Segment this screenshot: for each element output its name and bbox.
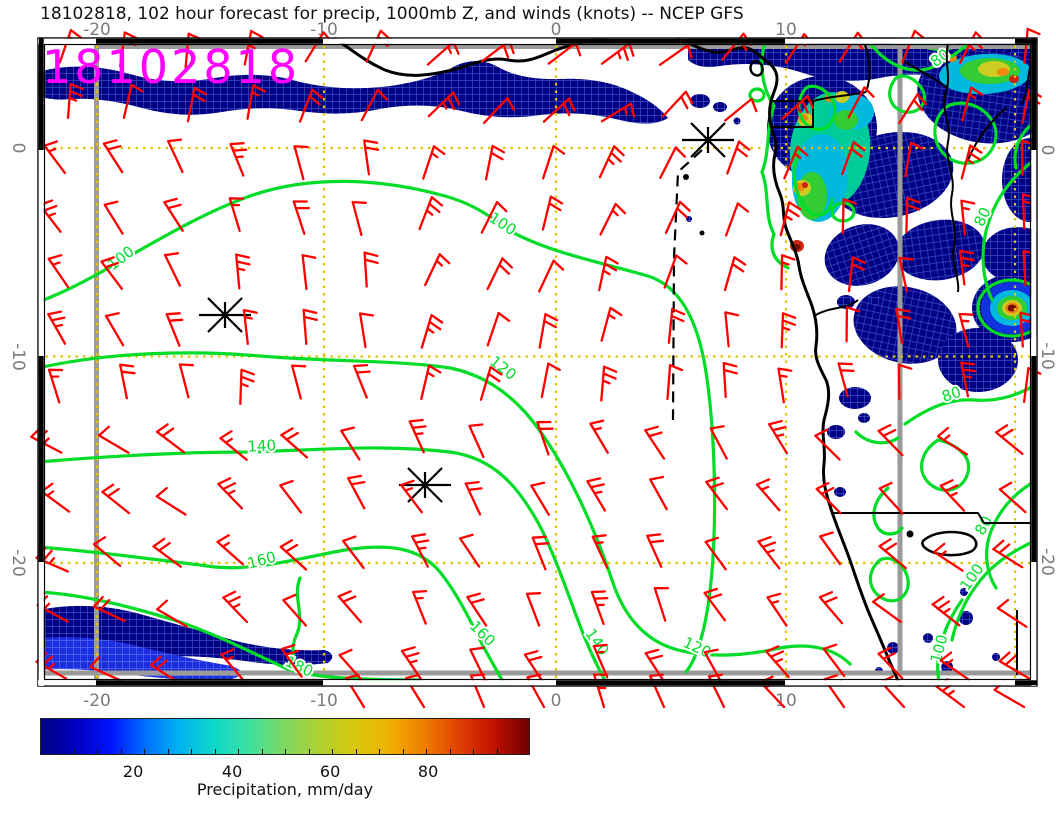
dashed-track <box>671 149 703 421</box>
init-timestamp-overlay: 18102818 <box>42 40 301 94</box>
colorbar: 20 40 60 80 Precipitation, mm/day <box>40 718 530 799</box>
station-markers <box>199 122 734 503</box>
graticule <box>38 38 1037 686</box>
colorbar-minor-tick <box>308 749 310 754</box>
svg-text:80: 80 <box>970 204 994 229</box>
colorbar-minor-tick <box>426 749 428 754</box>
colorbar-minor-tick <box>261 749 263 754</box>
colorbar-minor-tick <box>97 749 98 754</box>
colorbar-tick-label: 80 <box>417 762 439 781</box>
page-title: 18102818, 102 hour forecast for precip, … <box>40 4 744 24</box>
colorbar-minor-tick <box>144 749 146 754</box>
colorbar-minor-tick <box>238 749 240 754</box>
axis-tick-bottom: 0 <box>550 691 562 711</box>
axis-tick-top: 0 <box>550 20 562 40</box>
colorbar-minor-tick <box>355 749 357 754</box>
colorbar-tick-label: 40 <box>221 762 243 781</box>
axis-tick-bottom: -10 <box>310 691 338 711</box>
svg-text:100: 100 <box>956 560 987 594</box>
colorbar-minor-tick <box>191 749 193 754</box>
coastline-borders-rivers <box>332 38 1037 686</box>
colorbar-minor-tick <box>120 749 122 754</box>
svg-text:160: 160 <box>246 548 278 573</box>
colorbar-gradient <box>40 718 530 755</box>
colorbar-minor-tick <box>449 749 451 754</box>
colorbar-minor-tick <box>379 749 381 754</box>
svg-text:80: 80 <box>971 513 996 539</box>
colorbar-minor-tick <box>473 749 475 754</box>
colorbar-label: Precipitation, mm/day <box>196 780 374 799</box>
wind-barbs <box>30 27 1042 709</box>
colorbar-minor-tick <box>73 749 75 754</box>
axis-tick-top: -20 <box>83 20 111 40</box>
colorbar-tick-label: 20 <box>122 762 144 781</box>
colorbar-minor-tick <box>167 749 169 754</box>
svg-text:140: 140 <box>247 436 277 455</box>
colorbar-minor-tick <box>285 749 287 754</box>
colorbar-minor-tick <box>214 749 216 754</box>
axis-tick-top: 10 <box>775 20 797 40</box>
colorbar-minor-tick <box>402 749 404 754</box>
colorbar-tick-label: 60 <box>319 762 341 781</box>
z-contours <box>38 38 1037 686</box>
colorbar-minor-tick <box>496 749 498 754</box>
precip-shading <box>38 38 1037 680</box>
axis-tick-bottom: 10 <box>775 691 797 711</box>
colorbar-minor-tick <box>332 749 334 754</box>
map-frame <box>37 37 1038 687</box>
axis-tick-top: -10 <box>310 20 338 40</box>
axis-tick-bottom: -20 <box>83 691 111 711</box>
